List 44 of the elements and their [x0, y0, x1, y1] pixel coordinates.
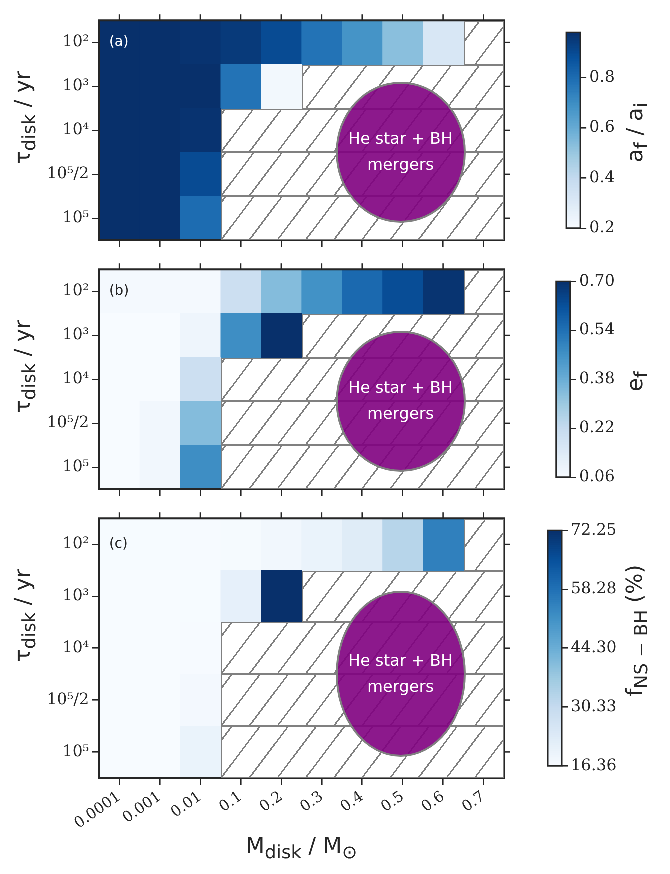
color-bar-label: 58.28	[571, 578, 617, 598]
x-tick-label: 0.5	[377, 787, 408, 816]
color-bar-label: 30.33	[571, 696, 617, 716]
x-tick-label: 0.4	[337, 787, 367, 816]
annotation: He star + BH mergers	[348, 128, 454, 176]
y-tick-label: 10²	[62, 280, 90, 300]
y-tick-label: 10⁵/2	[47, 689, 90, 708]
y-tick-label: 10⁵	[62, 208, 90, 227]
color-bar-label: 0.70	[579, 270, 615, 290]
color-bar-label: 0.06	[579, 466, 615, 486]
annotation: (b)	[109, 283, 130, 300]
y-tick-label: 10⁴	[62, 120, 90, 139]
annotation: He star + BH mergers	[348, 650, 454, 698]
color-bar-label: 16.36	[571, 755, 617, 774]
annotation: (c)	[109, 536, 128, 552]
color-bar-label: 0.22	[579, 418, 615, 437]
y-tick-label: 10²	[62, 32, 90, 51]
color-bar-label: 0.54	[579, 320, 615, 339]
y-tick-label: 10³	[62, 76, 90, 95]
annotation: He star + BH mergers	[348, 377, 454, 426]
x-tick-label: 0.3	[296, 787, 326, 816]
y-tick-label: 10⁵	[62, 741, 90, 760]
color-bar-label: 0.38	[579, 368, 615, 388]
x-axis-title: M$_{disk}$ / M$_{⊙}$	[244, 834, 358, 864]
color-bar-label: 72.25	[571, 520, 617, 539]
x-tick-label: 0.1	[216, 787, 246, 816]
y-tick-label: 10⁵/2	[47, 412, 90, 432]
y-tick-label: 10²	[62, 534, 90, 553]
y-tick-label: 10⁴	[62, 368, 90, 388]
annotation: (a)	[109, 34, 129, 50]
x-tick-label: 0.7	[458, 787, 488, 816]
y-tick-label: 10³	[62, 586, 90, 605]
color-bar-label: 44.30	[571, 638, 617, 657]
y-tick-label: 10⁵	[62, 456, 90, 476]
y-tick-label: 10⁵/2	[47, 164, 90, 183]
x-tick-label: 0.01	[167, 787, 206, 822]
x-tick-label: 0.2	[256, 787, 286, 816]
color-bar-label: 0.2	[590, 218, 616, 237]
y-tick-label: 10⁴	[62, 638, 90, 657]
color-bar-label: 0.6	[590, 117, 616, 136]
y-tick-label: 10³	[62, 324, 90, 344]
x-tick-label: 0.6	[418, 787, 448, 816]
color-bar-label: 0.4	[590, 167, 616, 186]
color-bar-label: 0.8	[590, 66, 616, 86]
